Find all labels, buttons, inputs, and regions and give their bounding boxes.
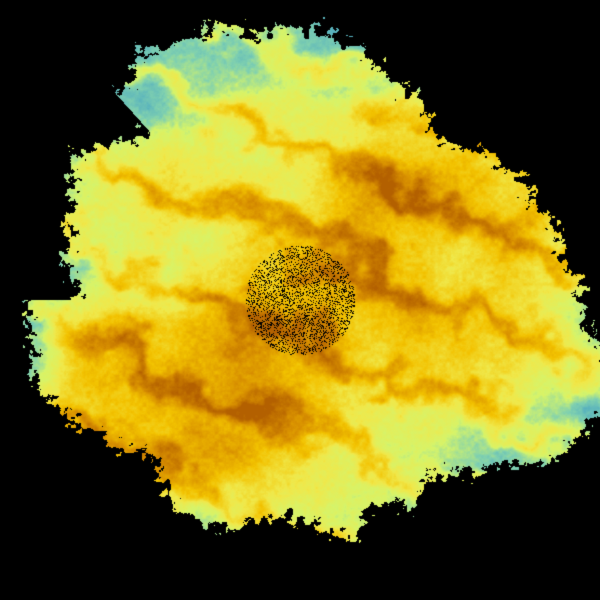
radar-image	[0, 0, 600, 600]
